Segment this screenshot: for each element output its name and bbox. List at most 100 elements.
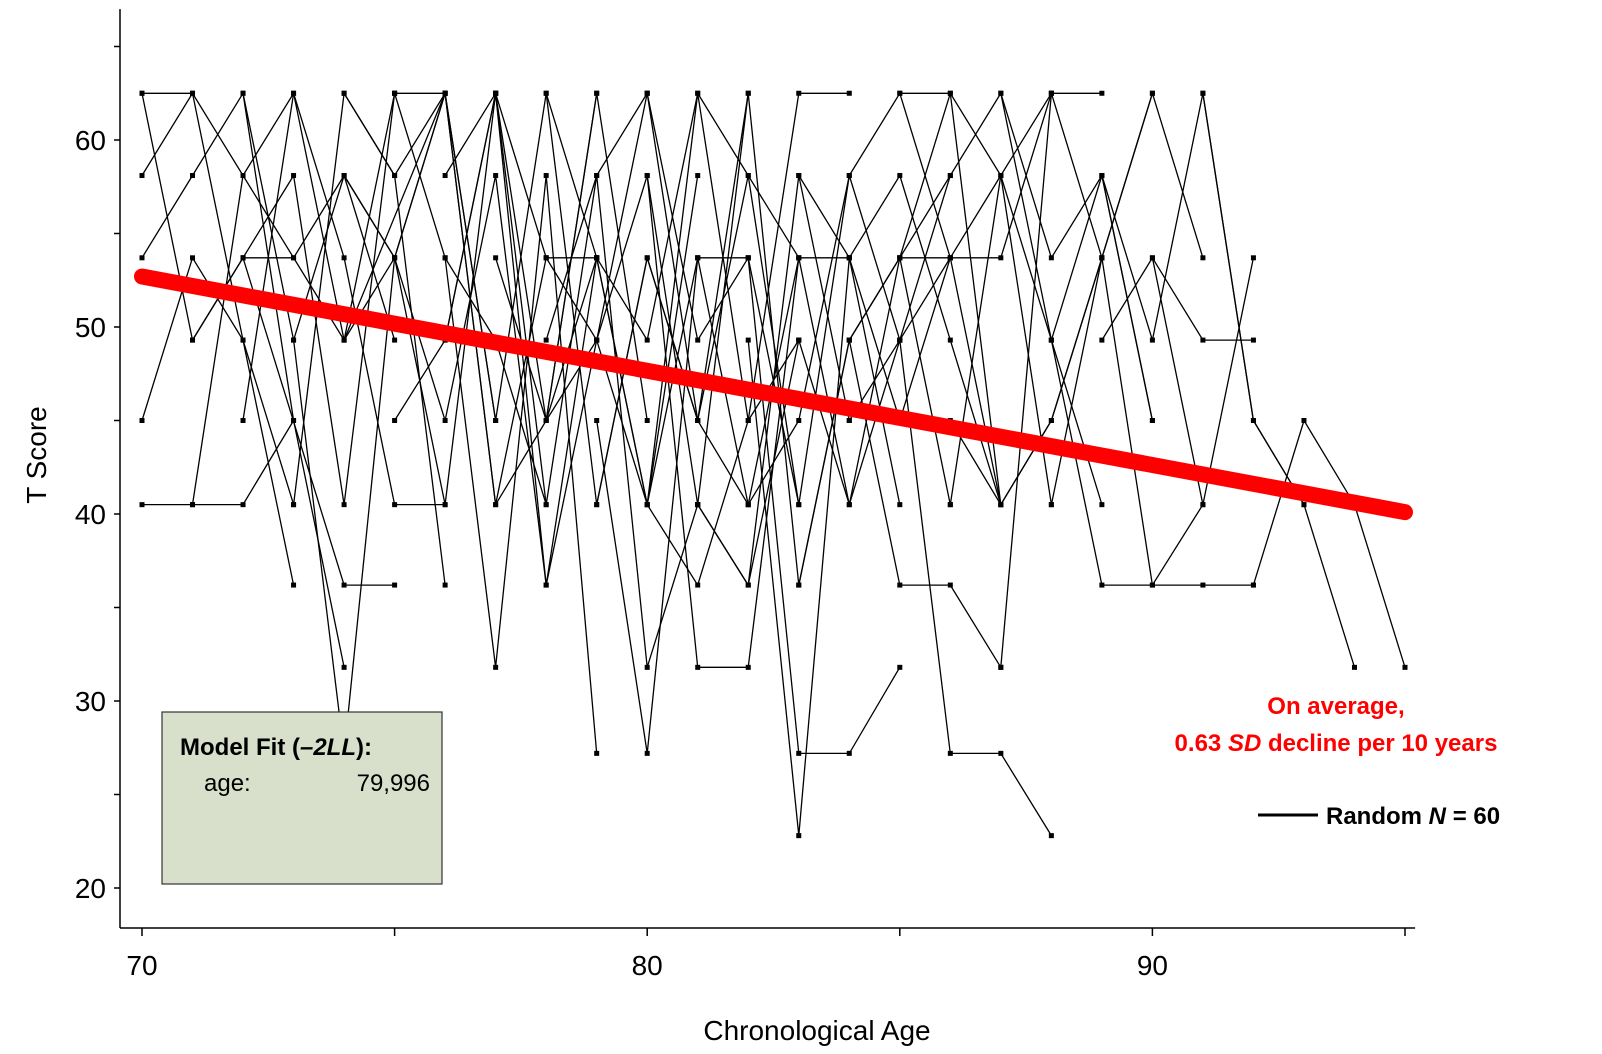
trajectory-line	[596, 257, 749, 754]
trajectory-point	[846, 337, 852, 343]
trajectory-point	[594, 337, 600, 343]
trajectory-point	[1048, 418, 1054, 423]
trajectory-line	[142, 420, 295, 506]
trajectory-point	[1200, 255, 1206, 261]
trajectory-point	[341, 90, 347, 96]
trajectory-point	[947, 255, 953, 261]
annotation-line-2: 0.63 SD decline per 10 years	[1175, 730, 1498, 757]
trajectory-point	[1099, 502, 1105, 508]
trajectory-point	[190, 337, 196, 343]
trajectory-point	[1048, 90, 1054, 96]
trajectory-line	[343, 93, 547, 505]
axes: 20 30 40 50 60 70 80 90	[75, 9, 1416, 981]
trajectory-point	[291, 90, 297, 96]
trajectory-point	[695, 582, 701, 588]
x-tick-label: 80	[632, 950, 663, 981]
annotation-line-1: On average,	[1267, 693, 1404, 720]
y-tick-label: 40	[75, 499, 106, 530]
model-fit-box: Model Fit (–2LL): age: 79,996	[161, 711, 443, 885]
trajectory-line	[899, 91, 1154, 421]
trajectory-point	[493, 502, 499, 508]
trajectory-point	[796, 582, 802, 588]
trajectory-point	[493, 418, 499, 423]
trajectory-line	[596, 91, 800, 505]
trajectory-point	[493, 90, 499, 96]
x-tick-label: 70	[126, 950, 157, 981]
trajectory-point	[139, 418, 145, 423]
trajectory-point	[644, 173, 650, 179]
trajectory-point	[240, 173, 246, 179]
trajectory-point	[1250, 582, 1256, 588]
trajectory-line	[141, 93, 396, 342]
trajectory-point	[543, 173, 549, 179]
trajectory-point	[644, 337, 650, 343]
trajectory-point	[392, 337, 398, 343]
trajectory-point	[796, 502, 802, 508]
trajectory-point	[442, 582, 448, 588]
trajectory-line	[545, 93, 749, 505]
y-axis-title: T Score	[21, 406, 52, 504]
trajectory-point	[796, 418, 802, 423]
trajectory-point	[1149, 337, 1155, 343]
trajectory-point	[392, 173, 398, 179]
trajectory-point	[139, 502, 145, 508]
trajectory-point	[190, 90, 196, 96]
trajectory-line	[747, 91, 951, 505]
trajectory-point	[291, 337, 297, 343]
trajectory-line	[747, 175, 1002, 505]
trajectory-point	[1200, 502, 1206, 508]
trajectory-point	[291, 502, 297, 508]
trajectory-point	[291, 582, 297, 588]
trajectory-point	[695, 90, 701, 96]
trajectory-point	[1250, 255, 1256, 261]
trajectory-point	[1048, 255, 1054, 261]
trajectory-point	[644, 90, 650, 96]
trajectory-point	[796, 255, 802, 261]
trajectory-point	[1351, 664, 1357, 670]
trajectory-point	[493, 664, 499, 670]
trajectory-point	[442, 90, 448, 96]
trajectory-line	[494, 93, 699, 505]
fit-layer	[134, 268, 1413, 521]
model-fit-row-value: 79,996	[357, 770, 430, 797]
trajectory-point	[745, 502, 751, 508]
trajectory-point	[796, 337, 802, 343]
trajectory-point	[1099, 173, 1105, 179]
trajectory-point	[897, 255, 903, 261]
trajectory-point	[341, 337, 347, 343]
trajectory-point	[1149, 418, 1155, 423]
trajectory-point	[745, 90, 751, 96]
trajectory-line	[1000, 93, 1204, 668]
trajectory-point	[1250, 418, 1256, 423]
trajectory-point	[846, 90, 852, 96]
trajectory-point	[947, 90, 953, 96]
trajectory-point	[1149, 90, 1155, 96]
trajectory-line	[1202, 93, 1356, 668]
trajectory-point	[947, 502, 953, 508]
trajectory-point	[240, 418, 246, 423]
trajectory-point	[796, 173, 802, 179]
trajectory-line	[949, 175, 1103, 505]
trajectory-point	[1048, 502, 1054, 508]
trajectory-line	[646, 93, 901, 505]
trajectory-point	[442, 502, 448, 508]
trajectory-point	[1200, 337, 1206, 343]
trajectory-point	[1250, 337, 1256, 343]
trajectory-point	[392, 255, 398, 261]
trajectory-point	[190, 502, 196, 508]
trajectory-point	[998, 90, 1004, 96]
trajectory-point	[594, 418, 600, 423]
trajectory-point	[745, 337, 751, 343]
trajectory-point	[543, 255, 549, 261]
trajectory-point	[897, 90, 903, 96]
trajectory-point	[745, 664, 751, 670]
trajectory-point	[493, 255, 499, 261]
trajectory-line	[444, 175, 598, 754]
trajectory-point	[543, 418, 549, 423]
trajectory-point	[998, 664, 1004, 670]
trajectory-point	[745, 255, 751, 261]
trajectory-point	[594, 173, 600, 179]
trajectory-point	[392, 582, 398, 588]
y-tick-label: 50	[75, 312, 106, 343]
